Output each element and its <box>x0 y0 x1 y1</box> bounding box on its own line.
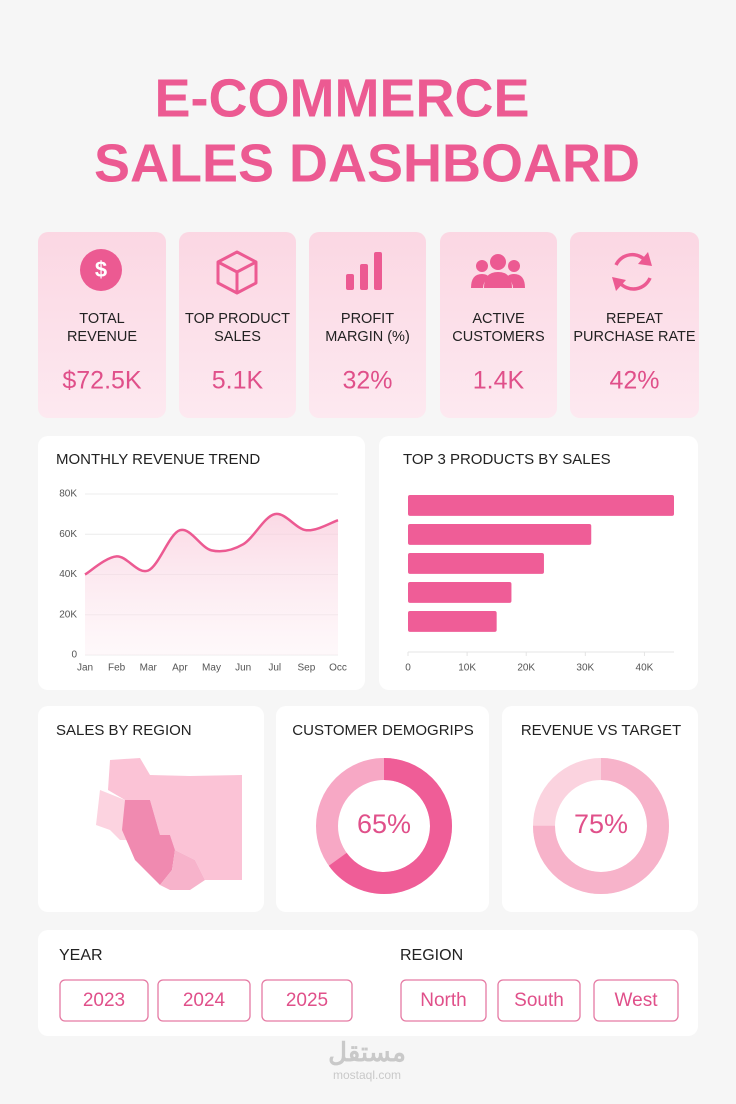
kpi-card <box>440 232 557 418</box>
filter-label: YEAR <box>59 947 103 964</box>
donut-arc <box>316 758 452 894</box>
panel-title: CUSTOMER DEMOGRIPS <box>292 722 473 739</box>
kpi-value: $72.5K <box>62 367 142 395</box>
bar <box>408 495 674 516</box>
y-tick-label: 0 <box>71 650 77 661</box>
kpi-label: REVENUE <box>67 329 137 345</box>
y-tick-label: 60K <box>59 529 77 540</box>
y-tick-label: 40K <box>59 569 77 580</box>
filter-button[interactable] <box>400 979 487 1022</box>
x-tick-label: Jan <box>77 663 93 674</box>
kpi-card <box>570 232 699 418</box>
filter-button[interactable] <box>59 979 149 1022</box>
bar <box>408 611 497 632</box>
x-tick-label: Jul <box>268 663 281 674</box>
kpi-value: 32% <box>342 367 392 395</box>
filter-button[interactable] <box>497 979 581 1022</box>
kpi-card <box>38 232 166 418</box>
filter-label: REGION <box>400 947 463 964</box>
donut-label: 65% <box>357 809 411 839</box>
filter-option[interactable]: West <box>615 990 659 1011</box>
x-tick-label: Jun <box>235 663 251 674</box>
kpi-label: CUSTOMERS <box>452 329 544 345</box>
x-tick-label: Occ <box>329 663 347 674</box>
filter-option[interactable]: 2023 <box>83 990 125 1011</box>
filter-option[interactable]: 2025 <box>286 990 328 1011</box>
kpi-label: ACTIVE <box>472 311 525 327</box>
bar <box>408 524 592 545</box>
line <box>84 512 339 576</box>
x-tick-label: Feb <box>108 663 126 674</box>
watermark: مستقل <box>328 1037 406 1067</box>
panel-title: SALES BY REGION <box>56 722 192 739</box>
kpi-label: TOP PRODUCT <box>185 311 290 327</box>
kpi-value: 42% <box>609 367 659 395</box>
kpi-label: PROFIT <box>341 311 394 327</box>
title-line: SALES DASHBOARD <box>94 133 640 193</box>
region-map <box>96 758 242 890</box>
line-area <box>85 513 338 655</box>
donut-arc <box>533 758 669 894</box>
icon: $ <box>80 249 652 295</box>
x-tick-label: 40K <box>636 663 654 674</box>
svg-text:$: $ <box>95 257 107 282</box>
filter-option[interactable]: North <box>420 990 466 1011</box>
kpi-card <box>179 232 296 418</box>
kpi-value: 5.1K <box>212 367 264 395</box>
filter-button[interactable] <box>157 979 251 1022</box>
panel-title: TOP 3 PRODUCTS BY SALES <box>403 451 611 468</box>
kpi-label: SALES <box>214 329 261 345</box>
panel-title: REVENUE VS TARGET <box>521 722 681 739</box>
kpi-label: MARGIN (%) <box>325 329 410 345</box>
bar <box>408 582 512 603</box>
x-tick-label: 0 <box>405 663 411 674</box>
filter-button[interactable] <box>261 979 353 1022</box>
x-tick-label: 30K <box>576 663 594 674</box>
kpi-label: PURCHASE RATE <box>573 329 696 345</box>
filter-option[interactable]: 2024 <box>183 990 226 1011</box>
x-tick-label: Apr <box>172 663 188 674</box>
x-tick-label: May <box>202 663 221 674</box>
y-tick-label: 80K <box>59 489 77 500</box>
watermark: mostaql.com <box>333 1068 401 1082</box>
filter-button[interactable] <box>593 979 679 1022</box>
kpi-label: TOTAL <box>79 311 124 327</box>
title-line: E-COMMERCE <box>155 68 530 128</box>
y-tick-label: 20K <box>59 609 77 620</box>
kpi-label: REPEAT <box>606 311 663 327</box>
kpi-value: 1.4K <box>473 367 525 395</box>
bar <box>408 553 544 574</box>
x-tick-label: 20K <box>517 663 535 674</box>
kpi-card <box>309 232 426 418</box>
panel-title: MONTHLY REVENUE TREND <box>56 451 260 468</box>
filter-option[interactable]: South <box>514 990 564 1011</box>
x-tick-label: Sep <box>297 663 315 674</box>
x-tick-label: Mar <box>140 663 158 674</box>
donut-label: 75% <box>574 809 628 839</box>
x-tick-label: 10K <box>458 663 476 674</box>
